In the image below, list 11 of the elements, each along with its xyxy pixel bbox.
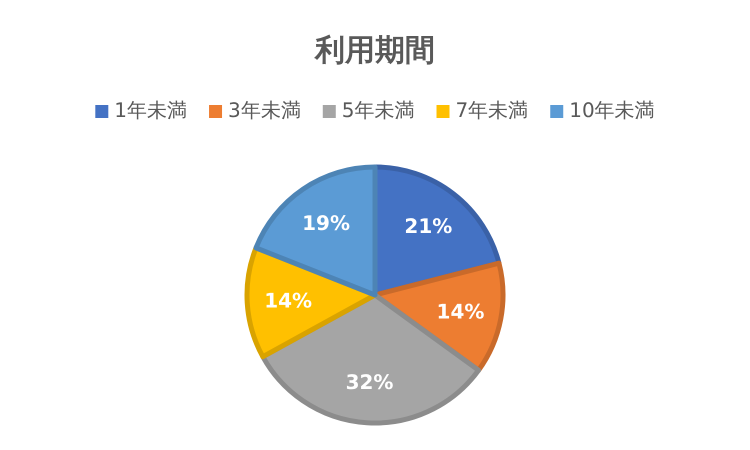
data-label: 14% bbox=[264, 288, 312, 312]
chart-title: 利用期間 bbox=[314, 33, 435, 68]
legend-label: 7年未満 bbox=[456, 98, 528, 122]
data-label: 19% bbox=[302, 211, 350, 236]
legend-label: 5年未満 bbox=[342, 98, 415, 122]
data-label: 14% bbox=[436, 299, 484, 324]
legend-label: 1年未満 bbox=[114, 98, 188, 122]
legend-label: 10年未満 bbox=[569, 98, 655, 122]
legend-label: 3年未満 bbox=[228, 98, 301, 122]
data-label: 21% bbox=[404, 214, 452, 238]
data-label: 32% bbox=[346, 370, 394, 394]
